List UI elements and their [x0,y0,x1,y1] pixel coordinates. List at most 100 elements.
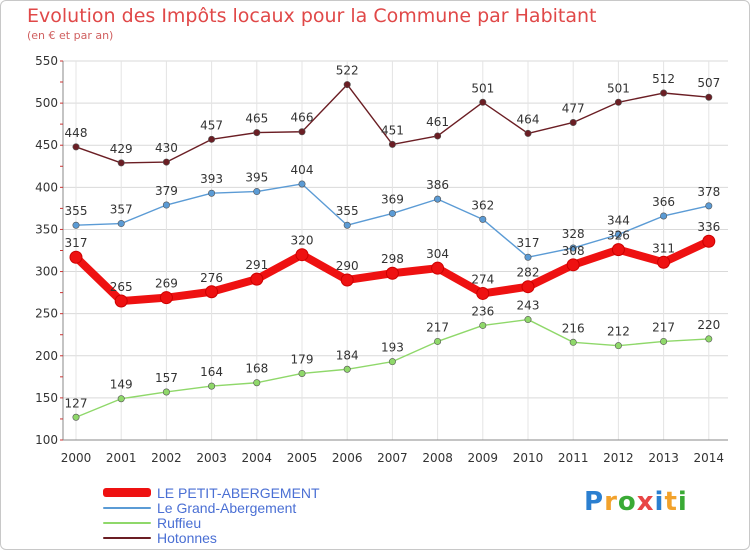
data-label: 464 [517,112,540,126]
data-point [521,280,535,294]
data-label: 168 [245,362,268,376]
data-point [250,272,264,286]
data-point [343,365,351,373]
data-label: 149 [110,378,133,392]
legend-item-ruffieu: Ruffieu [103,514,320,531]
data-label: 265 [110,280,133,294]
data-point [253,129,261,137]
data-label: 501 [471,81,494,95]
data-point [702,234,716,248]
x-tick-label: 2002 [151,451,182,465]
logo-letter: x [636,487,655,517]
data-label: 157 [155,371,178,385]
y-tick-label: 300 [35,265,58,279]
data-point [114,294,128,308]
data-label: 362 [471,198,494,212]
data-label: 501 [607,81,630,95]
data-label: 164 [200,365,223,379]
data-point [479,215,487,223]
data-point [434,132,442,140]
data-point [705,93,713,101]
data-point [569,244,577,252]
data-point [117,395,125,403]
data-label: 217 [652,320,675,334]
data-point [208,382,216,390]
data-label: 304 [426,247,449,261]
data-label: 369 [381,192,404,206]
data-point [479,321,487,329]
data-point [298,128,306,136]
legend-label: Le Grand-Abergement [157,499,297,516]
data-point [340,273,354,287]
data-point [117,220,125,228]
y-tick-label: 500 [35,96,58,110]
x-tick-label: 2013 [648,451,679,465]
data-label: 430 [155,141,178,155]
data-point [388,209,396,217]
data-point [434,195,442,203]
data-point [295,248,309,262]
data-point [657,255,671,269]
y-tick-label: 550 [35,54,58,68]
data-point [431,261,445,275]
data-point [253,188,261,196]
x-tick-label: 2006 [332,451,363,465]
data-point [253,379,261,387]
data-point [208,189,216,197]
chart-subtitle: (en € et par an) [27,29,114,42]
data-point [162,201,170,209]
data-point [69,250,83,264]
data-point [524,253,532,261]
data-label: 193 [381,341,404,355]
data-label: 328 [562,227,585,241]
data-point [614,230,622,238]
data-label: 311 [652,241,675,255]
data-label: 298 [381,252,404,266]
data-point [434,337,442,345]
data-label: 522 [336,64,359,78]
data-point [117,159,125,167]
data-label: 276 [200,271,223,285]
data-label: 212 [607,325,630,339]
data-label: 282 [517,266,540,280]
data-point [614,98,622,106]
data-point [660,337,668,345]
legend-swatch [103,536,151,539]
data-point [660,89,668,97]
data-point [705,202,713,210]
data-point [660,212,668,220]
data-label: 357 [110,203,133,217]
x-tick-label: 2007 [377,451,408,465]
data-label: 466 [291,111,314,125]
data-point [343,81,351,89]
data-point [385,266,399,280]
legend-item-grand-abergement: Le Grand-Abergement [103,499,320,516]
data-label: 291 [245,258,268,272]
data-label: 366 [652,195,675,209]
x-tick-label: 2014 [694,451,725,465]
data-label: 507 [697,76,720,90]
logo-letter: t [664,487,678,517]
legend-label: Ruffieu [157,514,202,531]
y-tick-label: 250 [35,307,58,321]
data-label: 184 [336,348,359,362]
chart-title: Evolution des Impôts locaux pour la Comm… [27,5,597,27]
data-label: 429 [110,142,133,156]
data-label: 326 [607,229,630,243]
data-point [611,243,625,257]
legend-item-petit-abergement: LE PETIT-ABERGEMENT [103,485,320,501]
data-label: 317 [517,236,540,250]
data-label: 379 [155,184,178,198]
y-tick-label: 450 [35,138,58,152]
y-tick-label: 150 [35,391,58,405]
data-point [298,180,306,188]
data-label: 336 [697,220,720,234]
data-label: 395 [245,171,268,185]
x-tick-label: 2004 [242,451,273,465]
data-label: 127 [65,396,88,410]
data-point [614,342,622,350]
data-label: 448 [65,126,88,140]
data-label: 355 [65,204,88,218]
x-tick-label: 2009 [468,451,499,465]
